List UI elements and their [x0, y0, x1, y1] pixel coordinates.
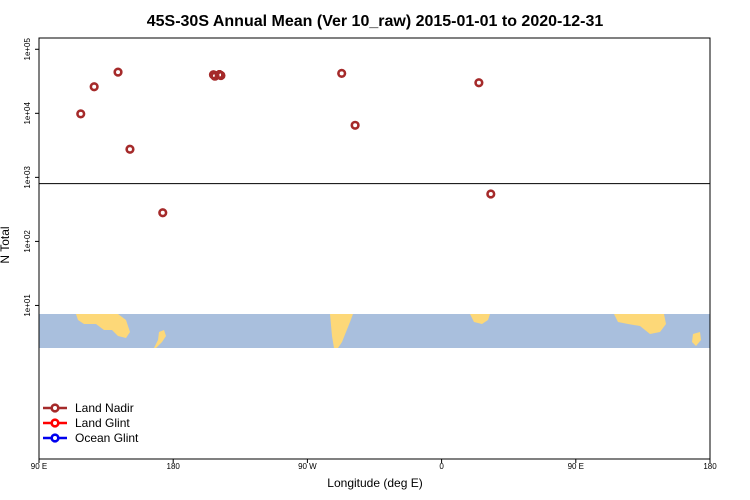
x-tick-label: 90 E	[31, 462, 47, 471]
land-nadir-point	[125, 144, 135, 154]
plot-border	[38, 37, 711, 460]
landmass-5	[614, 314, 666, 334]
land-nadir-point	[214, 70, 225, 80]
x-tick-label: 90 E	[568, 462, 584, 471]
land-nadir-point	[350, 120, 360, 130]
landmass-6	[692, 332, 701, 346]
y-axis: 1e+01 1e+02 1e+03 1e+04 1e+05	[23, 37, 39, 317]
legend-label: Ocean Glint	[75, 431, 139, 445]
y-tick-label: 1e+02	[23, 230, 32, 253]
y-tick-label: 1e+01	[23, 294, 32, 317]
land-nadir-point	[76, 109, 86, 119]
legend-item-ocean-glint: Ocean Glint	[43, 431, 139, 445]
x-tick-label: 0	[439, 462, 444, 471]
y-tick-label: 1e+03	[23, 166, 32, 189]
land-nadir-point	[337, 68, 347, 79]
plot-frame	[38, 37, 711, 460]
x-tick-label: 90 W	[298, 462, 317, 471]
legend-item-land-nadir: Land Nadir	[43, 401, 134, 415]
landmass-1	[76, 314, 130, 338]
land-nadir-point	[158, 208, 168, 218]
legend-swatch-marker	[50, 418, 60, 428]
series-land-nadir	[76, 67, 496, 218]
legend-swatch-marker	[50, 403, 60, 413]
landmass-3	[330, 314, 353, 348]
data-points	[76, 67, 496, 218]
land-nadir-point	[89, 82, 99, 92]
world-map-strip	[39, 314, 710, 348]
y-tick-label: 1e+05	[23, 37, 32, 60]
land-nadir-point	[486, 189, 496, 199]
landmass-4	[470, 314, 490, 324]
legend-swatch-marker	[50, 433, 60, 443]
legend-label: Land Nadir	[75, 401, 134, 415]
chart-title: 45S-30S Annual Mean (Ver 10_raw) 2015-01…	[147, 13, 604, 30]
x-tick-label: 180	[167, 462, 181, 471]
land-nadir-point	[113, 67, 123, 77]
ocean-strip	[39, 314, 710, 348]
x-axis: 90 E 180 90 W 0 90 E 180	[31, 459, 717, 471]
x-axis-label: Longitude (deg E)	[327, 476, 422, 490]
landmass-2	[154, 330, 166, 348]
y-axis-label: N Total	[0, 226, 12, 263]
land-nadir-point	[474, 78, 484, 88]
x-tick-label: 180	[703, 462, 717, 471]
legend-item-land-glint: Land Glint	[43, 416, 130, 430]
y-tick-label: 1e+04	[23, 102, 32, 125]
legend-label: Land Glint	[75, 416, 130, 430]
